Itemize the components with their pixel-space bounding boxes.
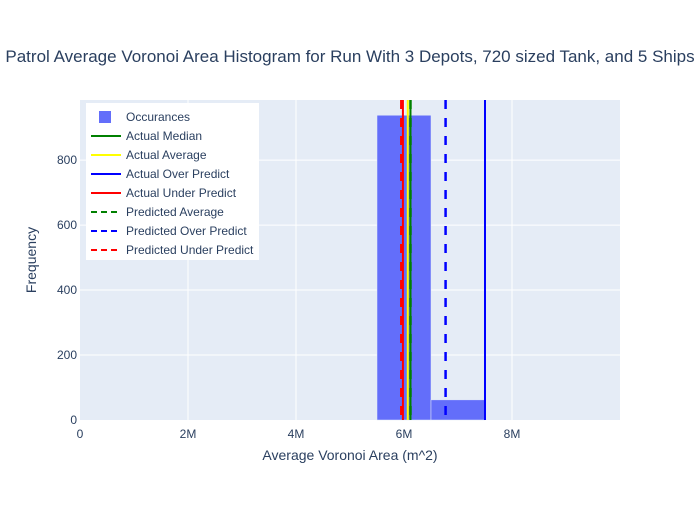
y-axis-title: Frequency: [23, 227, 39, 293]
chart-title: Patrol Average Voronoi Area Histogram fo…: [5, 47, 694, 66]
y-tick-label: 800: [57, 153, 77, 167]
legend-swatch-box: [99, 111, 111, 123]
legend: Occurances Actual Median Actual Average Act…: [86, 103, 259, 260]
x-tick-label: 4M: [288, 427, 305, 441]
legend-label: Actual Over Predict: [126, 167, 230, 181]
histogram-bar: [376, 115, 432, 421]
legend-label: Actual Average: [126, 148, 207, 162]
legend-label: Actual Median: [126, 129, 202, 143]
x-tick-label: 2M: [180, 427, 197, 441]
y-tick-label: 400: [57, 283, 77, 297]
y-tick-label: 200: [57, 348, 77, 362]
x-axis-title: Average Voronoi Area (m^2): [262, 447, 437, 463]
legend-label: Predicted Average: [126, 205, 224, 219]
histogram-bars: [376, 115, 486, 421]
y-tick-label: 600: [57, 218, 77, 232]
legend-label: Predicted Over Predict: [126, 224, 247, 238]
x-tick-label: 6M: [396, 427, 413, 441]
reference-lines: [400, 100, 486, 420]
x-tick-label: 0: [77, 427, 84, 441]
x-tick-label: 8M: [504, 427, 521, 441]
legend-label: Occurances: [126, 110, 190, 124]
axis-ticks: 0 2M 4M 6M 8M 0 200 400 600 800: [57, 153, 520, 441]
y-tick-label: 0: [70, 413, 77, 427]
histogram-bar: [430, 399, 486, 421]
legend-label: Predicted Under Predict: [126, 243, 254, 257]
legend-box: [86, 103, 259, 260]
legend-label: Actual Under Predict: [126, 186, 237, 200]
